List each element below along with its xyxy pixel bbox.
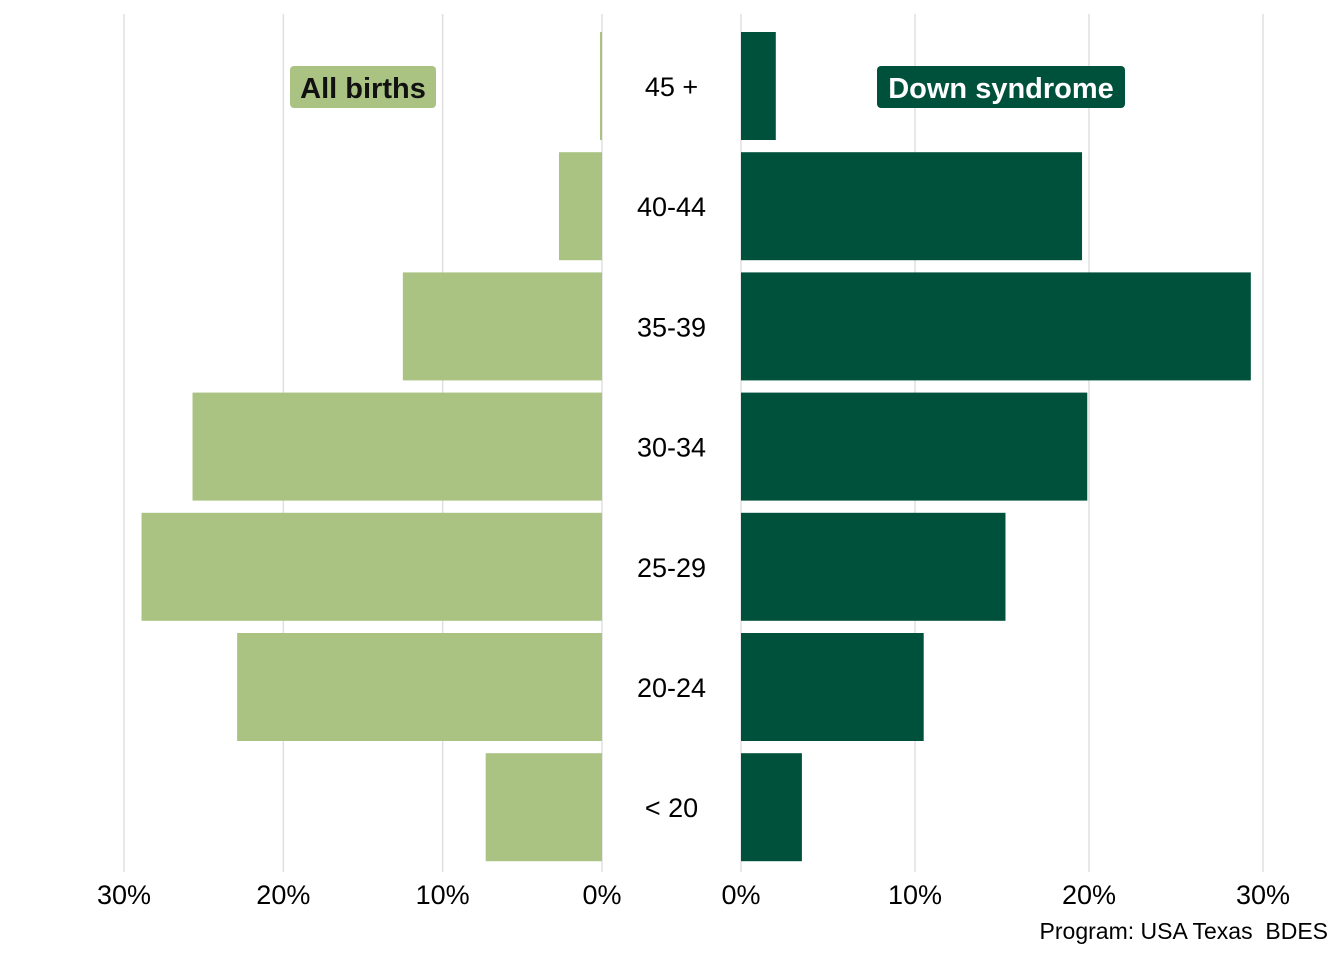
tick-label-right: 0% bbox=[721, 880, 760, 910]
category-labels: 45 + 40-44 35-39 30-34 25-29 20-24 < 20 bbox=[637, 72, 706, 823]
legend: All births Down syndrome bbox=[290, 66, 1125, 108]
tick-label-right: 10% bbox=[888, 880, 942, 910]
legend-box-down-syndrome bbox=[877, 66, 1125, 108]
tick-label-left: 30% bbox=[97, 880, 151, 910]
tick-label-left: 10% bbox=[416, 880, 470, 910]
tick-label-left: 20% bbox=[256, 880, 310, 910]
bar-all-births bbox=[600, 32, 602, 140]
category-label: 45 + bbox=[645, 72, 698, 102]
bar-all-births bbox=[192, 392, 602, 501]
bar-all-births bbox=[141, 512, 602, 621]
category-label: 40-44 bbox=[637, 192, 706, 222]
category-label: < 20 bbox=[645, 793, 698, 823]
category-label: 25-29 bbox=[637, 553, 706, 583]
bar-down-syndrome bbox=[741, 633, 924, 741]
bar-down-syndrome bbox=[741, 512, 1006, 621]
legend-label-all-births: All births bbox=[300, 73, 426, 105]
bar-down-syndrome bbox=[741, 392, 1088, 501]
tick-label-right: 20% bbox=[1062, 880, 1116, 910]
category-label: 30-34 bbox=[637, 433, 706, 463]
category-label: 20-24 bbox=[637, 673, 706, 703]
bar-all-births bbox=[485, 753, 602, 862]
bar-all-births bbox=[402, 272, 602, 381]
bar-down-syndrome bbox=[741, 32, 776, 140]
bar-down-syndrome bbox=[741, 152, 1083, 261]
caption: Program: USA Texas BDES bbox=[1039, 918, 1328, 944]
legend-box-all-births bbox=[290, 66, 436, 108]
bar-down-syndrome bbox=[741, 753, 802, 862]
legend-label-down-syndrome: Down syndrome bbox=[888, 73, 1114, 105]
bar-down-syndrome bbox=[741, 272, 1251, 381]
category-label: 35-39 bbox=[637, 312, 706, 342]
bars bbox=[141, 32, 1251, 862]
tick-label-left: 0% bbox=[582, 880, 621, 910]
bar-all-births bbox=[558, 152, 602, 261]
tick-labels: 0% 0% 10% 10% 20% 20% 30% 30% bbox=[97, 880, 1290, 910]
tick-label-right: 30% bbox=[1236, 880, 1290, 910]
bar-all-births bbox=[237, 633, 603, 741]
